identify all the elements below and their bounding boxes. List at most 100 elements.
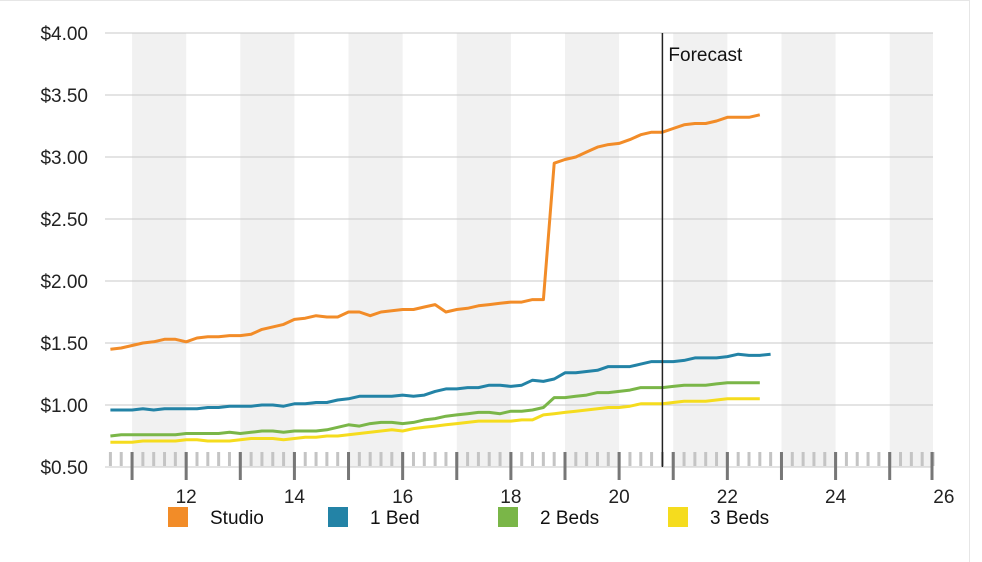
shade-band <box>132 33 187 467</box>
legend: Studio 1 Bed 2 Beds 3 Beds <box>168 507 769 529</box>
x-major-tick <box>617 452 621 480</box>
shade-band <box>240 33 295 467</box>
legend-swatch-2-beds <box>498 507 518 527</box>
x-axis: 12 14 16 18 20 22 24 26 <box>108 452 954 508</box>
x-minor-tick <box>736 452 740 466</box>
x-major-tick <box>834 452 838 480</box>
x-tick-label: 20 <box>609 487 630 508</box>
x-minor-tick <box>682 452 686 466</box>
x-minor-tick <box>769 452 773 466</box>
x-minor-tick <box>628 452 632 466</box>
x-minor-tick <box>823 452 827 466</box>
x-major-tick <box>563 452 567 480</box>
legend-label-studio: Studio <box>210 508 264 529</box>
x-minor-tick <box>303 452 307 466</box>
x-minor-tick <box>790 452 794 466</box>
y-tick-label: $3.50 <box>40 86 88 107</box>
legend-swatch-studio <box>168 507 188 527</box>
x-minor-tick <box>108 452 112 466</box>
legend-label-1-bed: 1 Bed <box>370 508 420 529</box>
x-minor-tick <box>325 452 329 466</box>
legend-label-2-beds: 2 Beds <box>540 508 599 529</box>
x-minor-tick <box>866 452 870 466</box>
series-line-1-bed <box>110 352 771 412</box>
y-tick-label: $2.00 <box>40 272 88 293</box>
x-minor-tick <box>487 452 491 466</box>
x-minor-tick <box>541 452 545 466</box>
x-tick-label: 16 <box>392 487 413 508</box>
shade-band <box>565 33 620 467</box>
x-minor-tick <box>466 452 470 466</box>
x-major-tick <box>509 452 513 480</box>
x-major-tick <box>130 452 134 480</box>
x-major-tick <box>671 452 675 480</box>
y-tick-label: $2.50 <box>40 210 88 231</box>
x-minor-tick <box>206 452 210 466</box>
x-tick-label: 24 <box>825 487 847 508</box>
x-minor-tick <box>271 452 275 466</box>
x-minor-tick <box>444 452 448 466</box>
legend-label-3-beds: 3 Beds <box>710 508 769 529</box>
series-line-studio <box>110 113 761 351</box>
series-line-2-beds <box>110 381 760 438</box>
x-minor-tick <box>552 452 556 466</box>
x-minor-tick <box>476 452 480 466</box>
legend-swatch-1-bed <box>328 507 348 527</box>
x-minor-tick <box>520 452 524 466</box>
x-minor-tick <box>314 452 318 466</box>
y-axis: $4.00 $3.50 $3.00 $2.50 $2.00 $1.50 $1.00 $0.50 <box>40 24 88 479</box>
x-minor-tick <box>390 452 394 466</box>
x-minor-tick <box>141 452 145 466</box>
series-lines <box>110 113 771 444</box>
x-major-tick <box>292 452 296 480</box>
x-minor-tick <box>195 452 199 466</box>
x-minor-tick <box>163 452 167 466</box>
x-minor-tick <box>812 452 816 466</box>
x-minor-tick <box>704 452 708 466</box>
x-minor-tick <box>498 452 502 466</box>
y-tick-label: $4.00 <box>40 24 88 45</box>
x-minor-tick <box>574 452 578 466</box>
x-tick-label: 14 <box>284 487 306 508</box>
x-major-tick <box>779 452 783 480</box>
x-major-tick <box>401 452 405 480</box>
shade-band <box>348 33 403 467</box>
forecast-label: Forecast <box>668 45 743 66</box>
x-minor-tick <box>639 452 643 466</box>
x-minor-tick <box>379 452 383 466</box>
x-minor-tick <box>855 452 859 466</box>
y-tick-label: $1.00 <box>40 396 88 417</box>
x-minor-tick <box>758 452 762 466</box>
y-tick-label: $3.00 <box>40 148 88 169</box>
legend-swatch-3-beds <box>668 507 688 527</box>
x-minor-tick <box>217 452 221 466</box>
x-major-tick <box>238 452 242 480</box>
x-minor-tick <box>119 452 123 466</box>
x-minor-tick <box>899 452 903 466</box>
alternating-bands <box>132 33 933 467</box>
x-minor-tick <box>433 452 437 466</box>
x-minor-tick <box>801 452 805 466</box>
x-minor-tick <box>585 452 589 466</box>
forecast-marker: Forecast <box>661 33 743 467</box>
x-minor-tick <box>877 452 881 466</box>
y-tick-label: $0.50 <box>40 458 88 479</box>
x-minor-tick <box>227 452 231 466</box>
x-minor-tick <box>844 452 848 466</box>
x-minor-tick <box>357 452 361 466</box>
y-tick-label: $1.50 <box>40 334 88 355</box>
x-major-tick <box>725 452 729 480</box>
x-major-tick <box>347 452 351 480</box>
x-minor-tick <box>650 452 654 466</box>
x-minor-tick <box>260 452 264 466</box>
x-minor-tick <box>282 452 286 466</box>
x-minor-tick <box>422 452 426 466</box>
x-minor-tick <box>152 452 156 466</box>
x-major-tick <box>184 452 188 480</box>
x-minor-tick <box>336 452 340 466</box>
series-line-3-beds <box>110 397 760 444</box>
x-tick-label: 12 <box>176 487 197 508</box>
x-major-tick <box>930 452 934 480</box>
